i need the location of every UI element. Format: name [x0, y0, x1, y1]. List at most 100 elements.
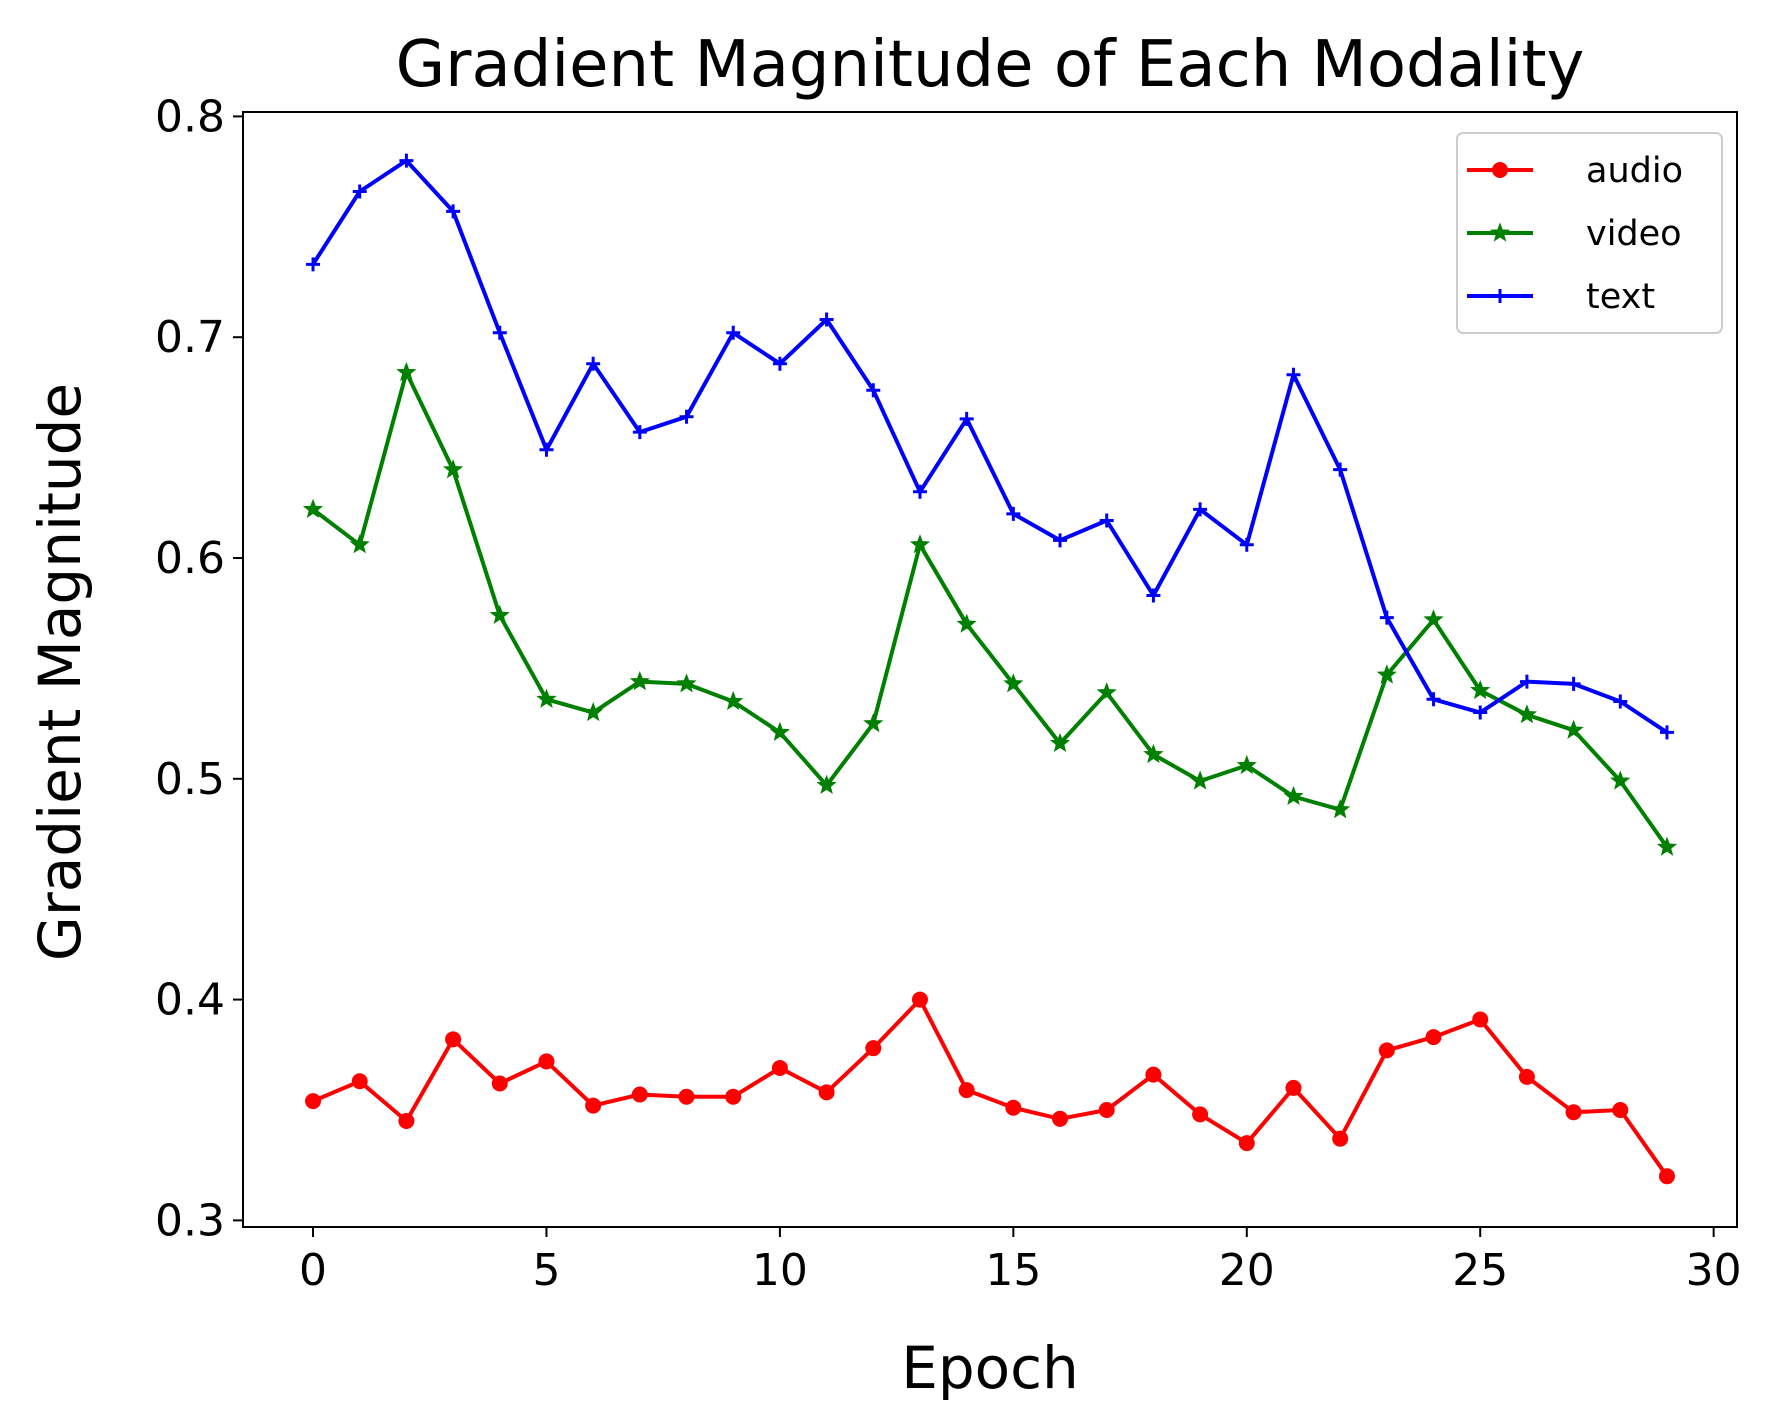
data-point-video — [1283, 785, 1304, 805]
data-point-audio — [491, 1075, 508, 1092]
data-point-video — [1003, 673, 1024, 693]
data-point-text — [912, 484, 927, 499]
data-point-audio — [445, 1031, 462, 1048]
legend-marker — [1489, 222, 1511, 242]
data-point-audio — [1145, 1066, 1162, 1083]
y-tick-label: 0.6 — [155, 533, 225, 584]
data-point-video — [1656, 836, 1678, 856]
data-point-audio — [1192, 1106, 1209, 1123]
x-tick-label: 0 — [299, 1245, 327, 1296]
y-tick-label: 0.7 — [155, 312, 225, 363]
data-point-video — [1049, 732, 1071, 752]
x-tick-label: 30 — [1686, 1245, 1742, 1296]
data-point-text — [586, 356, 601, 371]
legend-label: audio — [1586, 151, 1683, 191]
data-point-video — [676, 673, 697, 693]
data-point-audio — [1052, 1110, 1069, 1127]
x-tick-label: 20 — [1219, 1245, 1275, 1296]
data-point-text — [866, 383, 881, 398]
legend-frame — [1456, 132, 1723, 334]
legend: audio video text — [1456, 132, 1723, 334]
data-point-audio — [771, 1060, 788, 1077]
chart-title: Gradient Magnitude of Each Modality — [396, 28, 1585, 102]
data-point-text — [539, 442, 554, 457]
legend-label: video — [1586, 214, 1682, 254]
data-point-audio — [1238, 1135, 1255, 1152]
series-audio — [305, 991, 1675, 1185]
data-point-audio — [631, 1086, 648, 1103]
data-point-text — [1379, 610, 1394, 625]
y-tick-label: 0.4 — [155, 975, 225, 1026]
axis-ticks: 0 5 10 15 20 25 30 0.3 0.4 0.5 0.6 0.7 0.8 — [155, 91, 1742, 1296]
y-tick-label: 0.3 — [155, 1195, 225, 1246]
data-point-video — [956, 613, 977, 633]
data-point-text — [1006, 506, 1021, 521]
y-tick-label: 0.5 — [155, 754, 225, 805]
data-point-video — [489, 604, 510, 625]
data-point-text — [1193, 502, 1208, 517]
data-point-text — [1566, 676, 1581, 691]
data-point-text — [1659, 725, 1674, 740]
data-point-video — [1563, 719, 1584, 739]
data-point-video — [1096, 682, 1117, 702]
data-point-video — [723, 690, 744, 711]
data-point-audio — [1098, 1101, 1115, 1118]
data-point-video — [1189, 770, 1211, 790]
data-point-text — [1239, 537, 1254, 552]
series-text — [306, 153, 1674, 740]
data-point-text — [1286, 367, 1301, 382]
data-point-text — [772, 356, 787, 371]
data-point-audio — [958, 1082, 975, 1099]
data-point-audio — [538, 1053, 555, 1070]
data-point-text — [399, 153, 414, 168]
data-point-video — [1376, 664, 1397, 684]
data-point-audio — [585, 1097, 602, 1114]
legend-label: text — [1586, 277, 1655, 317]
data-point-audio — [305, 1093, 322, 1110]
data-point-video — [396, 361, 417, 382]
data-point-video — [1330, 799, 1351, 819]
data-point-audio — [1658, 1168, 1675, 1185]
series-line-video — [311, 370, 1669, 849]
data-point-text — [1426, 692, 1441, 707]
data-point-text — [1613, 694, 1628, 709]
data-point-audio — [398, 1113, 415, 1130]
data-point-text — [959, 411, 974, 426]
x-tick-label: 5 — [532, 1245, 560, 1296]
data-point-text — [1473, 705, 1488, 720]
data-point-video — [1143, 743, 1164, 764]
data-point-text — [306, 257, 321, 272]
data-point-video — [629, 671, 650, 691]
data-point-video — [769, 721, 791, 742]
data-point-video — [302, 498, 324, 519]
data-point-text — [1519, 674, 1534, 689]
data-point-text — [679, 409, 694, 424]
series-line-text — [311, 158, 1669, 735]
legend-entry-video: video — [1467, 214, 1682, 254]
legend-entry-text: text — [1467, 277, 1655, 317]
data-point-audio — [1005, 1099, 1022, 1116]
data-point-audio — [911, 991, 928, 1008]
legend-marker — [1493, 289, 1507, 303]
x-tick-label: 25 — [1452, 1245, 1508, 1296]
data-point-video — [349, 534, 370, 554]
data-point-video — [1470, 679, 1491, 700]
data-point-text — [819, 312, 834, 327]
data-point-text — [492, 325, 507, 340]
series-layer — [302, 153, 1678, 1185]
y-axis-label: Gradient Magnitude — [26, 383, 94, 961]
data-point-text — [352, 184, 367, 199]
data-point-audio — [725, 1088, 742, 1105]
data-point-video — [909, 534, 931, 554]
data-point-video — [863, 712, 884, 733]
data-point-video — [583, 702, 604, 722]
series-line-audio — [312, 997, 1669, 1178]
y-tick-label: 0.8 — [155, 91, 225, 142]
data-point-text — [1333, 462, 1348, 477]
x-tick-label: 10 — [752, 1245, 808, 1296]
data-point-audio — [1612, 1101, 1629, 1118]
data-point-audio — [1425, 1029, 1442, 1046]
data-point-audio — [1472, 1011, 1489, 1028]
data-point-text — [632, 425, 647, 440]
